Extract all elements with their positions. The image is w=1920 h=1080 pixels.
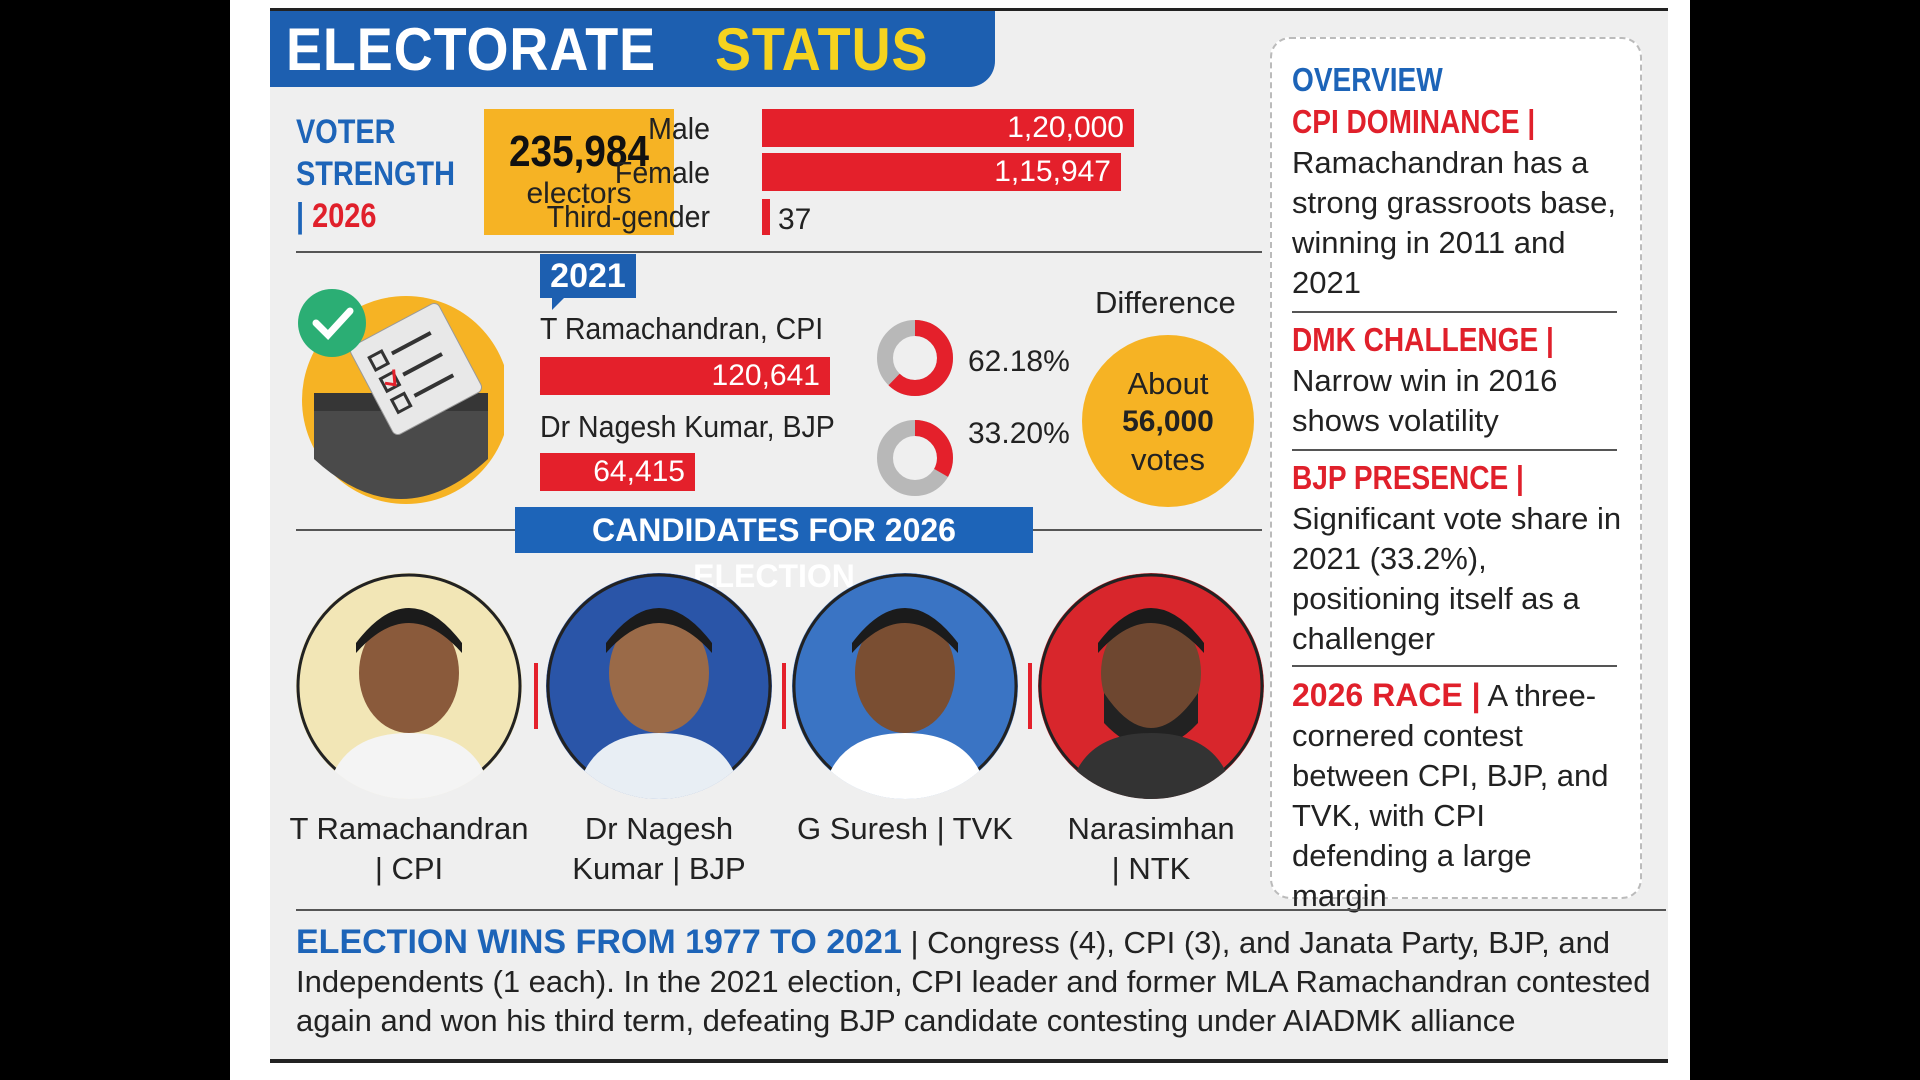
voter-strength-label: VOTER STRENGTH | 2026 xyxy=(296,111,455,237)
divider-footer xyxy=(296,909,1666,911)
overview-body-1: Ramachandran has a strong grassroots bas… xyxy=(1292,145,1616,300)
candidate-name-1b: | CPI xyxy=(374,851,444,886)
year-tag-2021: 2021 xyxy=(540,254,636,310)
candidate-portrait-3 xyxy=(792,573,1018,799)
pct-2: 33.20% xyxy=(968,417,1070,450)
candidate-name-3a: G Suresh | TVK xyxy=(797,811,1013,846)
infographic-card: ELECTORATE STATUS VOTER STRENGTH | 2026 … xyxy=(230,0,1690,1080)
result-2021-bar-1: 120,641 xyxy=(540,357,830,395)
gender-label-female: Female xyxy=(614,155,710,190)
voter-strength-sep: | xyxy=(296,197,313,235)
overview-body-3: Significant vote share in 2021 (33.2%), … xyxy=(1292,501,1622,656)
footer-body: | Congress (4), CPI (3), and Janata Part… xyxy=(296,925,1651,1038)
candidate-caption-4: Narasimhan | NTK xyxy=(1021,809,1281,889)
electors-unit: electors xyxy=(526,177,632,210)
candidate-caption-1: T Ramachandran | CPI xyxy=(279,809,539,889)
ballot-box-illustration xyxy=(296,289,510,511)
candidate-name-1a: T Ramachandran xyxy=(289,811,529,846)
separator-2 xyxy=(782,663,786,729)
candidate-name-2b: Kumar | BJP xyxy=(572,851,746,886)
candidate-caption-2: Dr Nagesh Kumar | BJP xyxy=(529,809,789,889)
separator-1 xyxy=(534,663,538,729)
result-2021-name-1: T Ramachandran, CPI xyxy=(540,311,824,346)
difference-label: Difference xyxy=(1095,285,1236,320)
infographic-frame: ELECTORATE STATUS VOTER STRENGTH | 2026 … xyxy=(270,8,1668,1063)
voter-strength-line2: STRENGTH xyxy=(296,155,455,193)
overview-head-3: BJP PRESENCE | xyxy=(1292,459,1524,496)
separator-3 xyxy=(1028,663,1032,729)
gender-bar-third xyxy=(762,199,770,235)
overview-body-4: A three-cornered contest between CPI, BJ… xyxy=(1292,678,1609,913)
overview-title: OVERVIEW xyxy=(1292,61,1443,98)
voter-strength-line1: VOTER xyxy=(296,113,396,151)
gender-label-third: Third-gender xyxy=(546,199,710,234)
candidate-name-4b: | NTK xyxy=(1111,851,1191,886)
result-2021-votes-2: 64,415 xyxy=(593,455,685,488)
result-2021-votes-1: 120,641 xyxy=(711,359,820,392)
overview-section-4: 2026 RACE | A three-cornered contest bet… xyxy=(1292,675,1622,916)
overview-head-2: DMK CHALLENGE | xyxy=(1292,321,1554,358)
overview-divider-3 xyxy=(1292,665,1617,667)
footer-head: ELECTION WINS FROM 1977 TO 2021 xyxy=(296,923,902,961)
candidate-portrait-1 xyxy=(296,573,522,799)
overview-head-1: CPI DOMINANCE | xyxy=(1292,103,1536,140)
footer-text: ELECTION WINS FROM 1977 TO 2021 | Congre… xyxy=(296,923,1666,1040)
overview-body-2: Narrow win in 2016 shows volatility xyxy=(1292,363,1558,438)
result-2021-name-2: Dr Nagesh Kumar, BJP xyxy=(540,409,835,444)
voter-strength-year: 2026 xyxy=(312,197,377,235)
overview-panel: OVERVIEW CPI DOMINANCE | Ramachandran ha… xyxy=(1270,37,1642,913)
difference-value: 56,000 xyxy=(1122,405,1214,438)
candidate-name-2a: Dr Nagesh xyxy=(584,811,734,846)
candidate-portrait-2 xyxy=(546,573,772,799)
result-2021-bar-2: 64,415 xyxy=(540,453,695,491)
gender-value-female: 1,15,947 xyxy=(994,155,1111,188)
difference-line3: votes xyxy=(1130,442,1206,477)
divider-top xyxy=(296,251,1262,253)
overview-divider-1 xyxy=(1292,311,1617,313)
pct-1: 62.18% xyxy=(968,345,1070,378)
gender-label-male: Male xyxy=(648,111,710,146)
gender-value-male: 1,20,000 xyxy=(1007,111,1124,144)
electors-total: 235,984 xyxy=(509,127,649,176)
title-part2: STATUS xyxy=(715,15,929,83)
overview-divider-2 xyxy=(1292,449,1617,451)
gender-value-third: 37 xyxy=(778,203,812,236)
candidate-portrait-4 xyxy=(1038,573,1264,799)
electors-box: 235,984 electors xyxy=(484,109,674,235)
overview-head-4: 2026 RACE | xyxy=(1292,677,1481,713)
header-banner: ELECTORATE STATUS xyxy=(270,11,995,87)
gender-bar-female: 1,15,947 xyxy=(762,153,1121,191)
donut-1 xyxy=(873,316,957,400)
difference-line1: About xyxy=(1127,366,1209,401)
candidates-row: T Ramachandran | CPI Dr Nagesh Kumar | B… xyxy=(290,573,1264,893)
candidate-caption-3: G Suresh | TVK xyxy=(775,809,1035,849)
candidates-banner: CANDIDATES FOR 2026 ELECTION xyxy=(515,507,1033,594)
donut-2 xyxy=(873,416,957,500)
title-part1: ELECTORATE xyxy=(286,15,657,83)
gender-bar-male: 1,20,000 xyxy=(762,109,1134,147)
difference-circle: About 56,000 votes xyxy=(1082,335,1254,507)
candidate-name-4a: Narasimhan xyxy=(1067,811,1235,846)
